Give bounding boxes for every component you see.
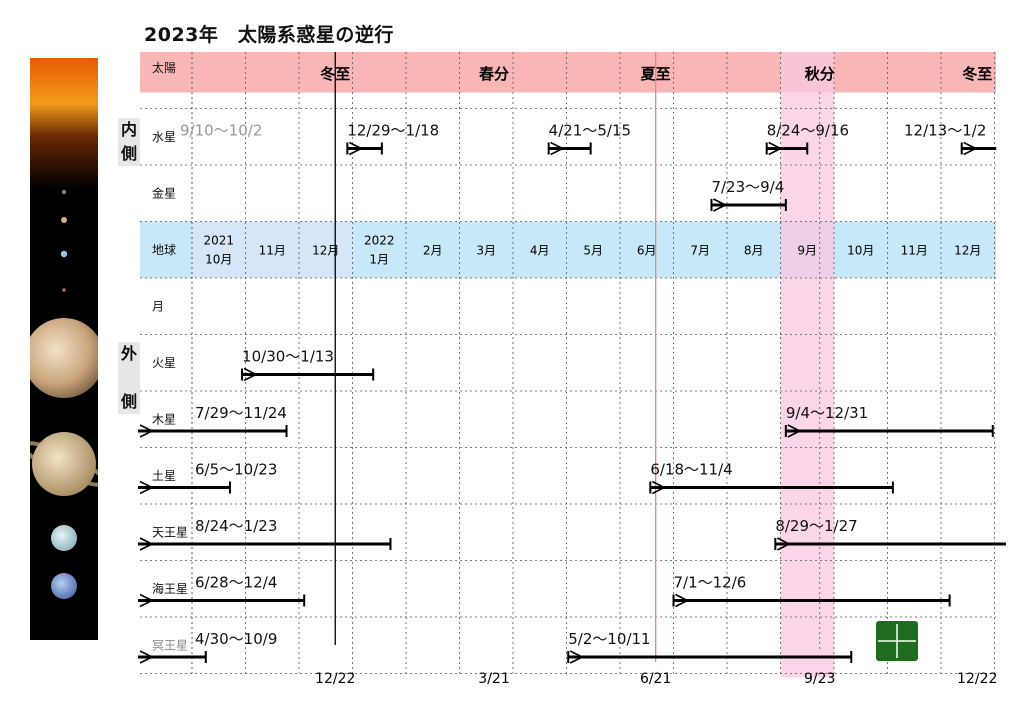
retrograde-period-label: 7/1〜12/6 (674, 574, 747, 592)
autumn-highlight (780, 52, 835, 678)
month-label: 11月 (901, 244, 928, 258)
saturn-image (32, 432, 96, 496)
inner-label-char-1: 内 (120, 120, 137, 139)
month-label-year: 2021 (203, 234, 234, 248)
retrograde-period-label: 7/23〜9/4 (711, 178, 784, 196)
bar-arrow (776, 537, 792, 551)
venus-image (61, 217, 67, 223)
retrograde-period-label: 4/21〜5/15 (549, 122, 631, 140)
retrograde-period-label: 12/29〜1/18 (347, 122, 439, 140)
row-name-mars: 火星 (152, 356, 176, 370)
bar-arrow (787, 424, 802, 438)
bar-arrow (713, 198, 728, 212)
earth-image (60, 250, 68, 258)
month-label: 3月 (476, 244, 496, 258)
bottom-tick-label: 3/21 (478, 671, 509, 687)
month-label: 7月 (690, 244, 710, 258)
season-label: 秋分 (805, 65, 835, 83)
month-label: 10月 (847, 244, 874, 258)
jupiter-image (30, 318, 98, 398)
month-label: 10月 (205, 253, 232, 267)
retrograde-period-label: 7/29〜11/24 (195, 404, 287, 422)
row-name-saturn: 土星 (152, 469, 176, 483)
month-label: 2月 (423, 244, 443, 258)
neptune-image (51, 573, 77, 599)
sun-band (140, 52, 996, 93)
inner-label-char-2: 側 (120, 144, 137, 163)
row-name-jupiter: 木星 (152, 412, 176, 426)
retrograde-period-label: 5/2〜10/11 (568, 630, 650, 648)
retrograde-period-label: 8/29〜1/27 (775, 517, 857, 535)
retrograde-period-label: 9/10〜10/2 (180, 122, 262, 140)
bar-arrow (139, 424, 154, 438)
mercury-image (62, 190, 66, 194)
month-label: 5月 (583, 244, 603, 258)
bar-arrow (963, 141, 978, 156)
month-label: 8月 (744, 244, 764, 258)
month-label: 12月 (312, 244, 339, 258)
bar-arrow (569, 650, 585, 664)
row-name-moon: 月 (152, 299, 164, 313)
row-name-pluto: 冥王星 (152, 638, 188, 652)
retrograde-period-label: 4/30〜10/9 (195, 630, 277, 648)
month-label: 11月 (259, 244, 286, 258)
mars-image (62, 288, 66, 292)
retrograde-period-label: 12/13〜1/2 (904, 122, 986, 140)
outer-side-label: 外 側 (118, 342, 140, 414)
bar-arrow (139, 480, 154, 495)
retrograde-period-label: 8/24〜1/23 (195, 517, 277, 535)
publisher-logo (876, 621, 918, 661)
outer-label-char-2: 側 (120, 392, 137, 411)
bottom-tick-label: 12/22 (957, 671, 997, 687)
bottom-tick-label: 9/23 (804, 671, 835, 687)
bar-arrow (139, 537, 154, 551)
retrograde-period-label: 9/4〜12/31 (786, 404, 868, 422)
row-name-earth: 地球 (152, 243, 176, 257)
outer-label-char-1: 外 (120, 344, 137, 363)
month-label: 4月 (530, 244, 550, 258)
bottom-tick-label: 12/22 (315, 671, 355, 687)
planet-image-strip (30, 58, 98, 640)
bar-arrow (651, 480, 667, 495)
month-label: 12月 (954, 244, 981, 258)
month-label: 6月 (637, 244, 657, 258)
month-label: 1月 (369, 253, 389, 267)
planet-strip-svg (30, 58, 98, 599)
sun-image (30, 58, 98, 188)
earth-band-early-months (192, 221, 353, 278)
row-name-neptune: 海王星 (152, 581, 188, 596)
page-title: 2023年 太陽系惑星の逆行 (144, 24, 394, 46)
retrograde-period-label: 6/28〜12/4 (195, 574, 277, 592)
row-name-uranus: 天王星 (152, 525, 188, 539)
uranus-image (51, 525, 77, 551)
bottom-tick-label: 6/21 (640, 671, 671, 687)
row-name-sun: 太陽 (152, 60, 176, 75)
bar-arrow (139, 593, 154, 608)
row-name-venus: 金星 (152, 185, 176, 200)
month-label-year: 2022 (364, 234, 395, 248)
retrograde-period-label: 8/24〜9/16 (767, 122, 849, 140)
retrograde-period-label: 10/30〜1/13 (242, 348, 334, 366)
inner-side-label: 内 側 (118, 118, 140, 166)
season-label: 冬至 (962, 65, 992, 83)
bar-arrow (675, 593, 690, 608)
month-label: 9月 (797, 244, 817, 258)
bar-arrow (243, 367, 258, 382)
bar-arrow (550, 141, 565, 156)
season-label: 春分 (479, 65, 509, 83)
row-name-mercury: 水星 (152, 130, 176, 144)
bar-arrow (139, 650, 154, 664)
retrograde-period-label: 6/18〜11/4 (650, 461, 732, 479)
retrograde-period-label: 6/5〜10/23 (195, 461, 277, 479)
bar-arrow (768, 141, 783, 156)
bar-arrow (348, 141, 364, 156)
